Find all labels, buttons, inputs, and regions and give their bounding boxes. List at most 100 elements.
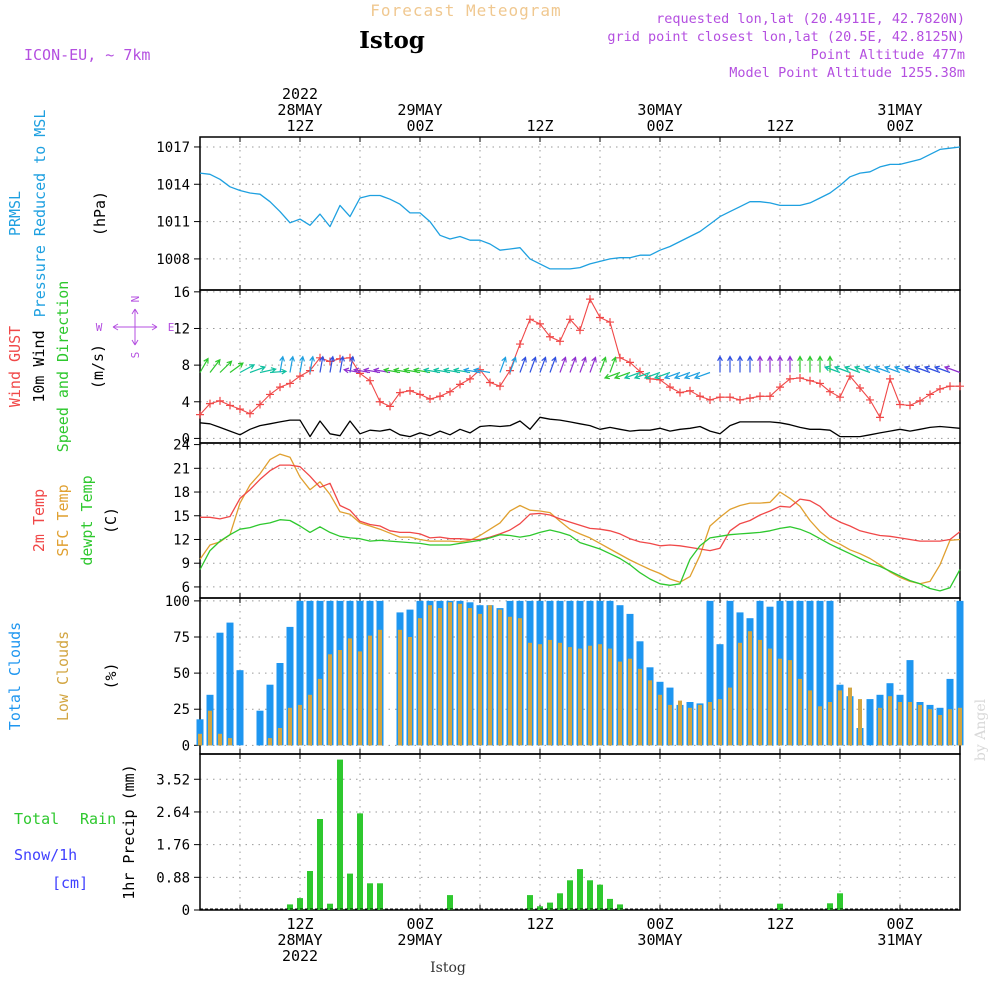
- rain-bar: [347, 873, 353, 910]
- bottom-time-label: 12Z: [526, 915, 553, 933]
- gust-marker: [726, 393, 734, 402]
- gust-marker: [196, 410, 204, 419]
- wind-direction-arrow: [923, 365, 941, 374]
- pressure-label-1: PRMSL: [6, 191, 24, 236]
- wind-direction-arrow: [623, 371, 641, 380]
- wind-direction-arrow: [873, 365, 891, 374]
- wind-direction-arrow: [279, 355, 285, 373]
- low-cloud-bar: [748, 631, 752, 746]
- model-point-altitude: Model Point Altitude 1255.38m: [729, 65, 965, 81]
- low-cloud-bar: [858, 699, 862, 746]
- gust-marker: [496, 382, 504, 391]
- wind-direction-arrow: [539, 356, 547, 373]
- low-cloud-bar: [958, 707, 962, 746]
- temperature-ytick-label: 6: [182, 580, 190, 596]
- low-cloud-bar: [218, 733, 222, 746]
- wind-direction-arrow: [797, 355, 803, 373]
- gust-marker: [676, 388, 684, 397]
- gust-marker: [896, 400, 904, 409]
- low-cloud-bar: [428, 605, 432, 746]
- low-cloud-bar: [948, 709, 952, 746]
- wind-direction-arrow: [499, 356, 507, 373]
- gust-marker: [606, 318, 614, 327]
- low-cloud-bar: [548, 639, 552, 746]
- temperature-ytick-label: 9: [182, 556, 190, 572]
- gust-marker: [746, 394, 754, 403]
- low-cloud-bar: [488, 605, 492, 746]
- low-cloud-bar: [288, 707, 292, 746]
- total-cloud-bar: [236, 670, 244, 746]
- wind-gust-label: Wind GUST: [6, 326, 24, 407]
- wind-ytick-label: 12: [173, 321, 190, 337]
- pressure-ytick-label: 1008: [156, 252, 190, 268]
- wind-direction-arrow: [817, 355, 823, 373]
- wind-direction-arrow: [299, 355, 305, 373]
- dewpt-temp-line: [199, 519, 961, 592]
- wind-direction-arrow: [549, 356, 557, 373]
- wind-direction-arrow: [663, 371, 681, 380]
- wind-direction-arrow: [643, 371, 661, 380]
- wind-direction-arrow: [329, 355, 335, 373]
- bottom-time-label: 00Z: [646, 915, 673, 933]
- wind10m-line: [199, 416, 961, 438]
- gust-marker: [636, 367, 644, 376]
- gust-marker: [266, 390, 274, 399]
- low-cloud-bar: [908, 702, 912, 746]
- wind-ytick-label: 16: [173, 285, 190, 301]
- wind-direction-arrow: [589, 356, 597, 373]
- temperature-ytick-label: 12: [173, 532, 190, 548]
- precip-unit-label: 1hr Precip (mm): [120, 764, 138, 899]
- precip-ytick-label: 2.64: [156, 805, 190, 821]
- wind-direction-arrow: [787, 355, 793, 373]
- wind-direction-arrow: [559, 356, 567, 373]
- wind-direction-arrow: [603, 371, 621, 380]
- compass-rose: [112, 308, 158, 346]
- model-name: ICON-EU, ~ 7km: [24, 46, 150, 64]
- clouds-ytick-label: 75: [173, 630, 190, 646]
- wind-direction-arrow: [693, 371, 711, 380]
- 2m-temp-line: [200, 464, 961, 552]
- compass-s: S: [129, 352, 142, 359]
- wind-direction-arrow: [757, 355, 763, 373]
- low-cloud-bar: [378, 629, 382, 746]
- wind-direction-arrow: [269, 368, 288, 375]
- wind-direction-arrow: [249, 365, 267, 374]
- footer-location: Istog: [430, 960, 466, 976]
- gust-marker: [406, 386, 414, 395]
- top-time-label: 12Z: [526, 117, 553, 135]
- gust-marker: [776, 383, 784, 392]
- gust-marker: [876, 413, 884, 422]
- rain-bar: [287, 904, 293, 910]
- low-cloud-bar: [468, 608, 472, 746]
- low-cloud-bar: [878, 707, 882, 746]
- wind10m-label: 10m Wind: [30, 330, 48, 402]
- wind-direction-arrow: [613, 371, 631, 380]
- clouds-ytick-label: 100: [165, 594, 190, 610]
- gust-marker: [396, 388, 404, 397]
- total-cloud-bar: [296, 600, 304, 746]
- wind-ytick-label: 8: [182, 358, 190, 374]
- top-time-label: 00Z: [646, 117, 673, 135]
- low-cloud-bar: [358, 651, 362, 746]
- wind-ytick-label: 0: [182, 431, 190, 447]
- low-cloud-bar: [448, 602, 452, 746]
- low-cloud-bar: [808, 690, 812, 746]
- compass-n: N: [129, 296, 142, 303]
- legend-rain: Rain: [80, 810, 116, 828]
- gust-marker: [956, 382, 964, 391]
- wind-direction-arrow: [529, 356, 537, 373]
- wind-direction-arrow: [843, 365, 861, 374]
- low-cloud-bar: [528, 642, 532, 746]
- gust-marker: [486, 378, 494, 387]
- low-cloud-bar: [818, 706, 822, 746]
- gust-marker: [786, 374, 794, 383]
- total-cloud-bar: [196, 719, 204, 746]
- low-cloud-bar: [938, 715, 942, 746]
- wind-direction-arrow: [943, 365, 961, 374]
- top-time-label: 29MAY: [397, 101, 442, 119]
- low-cloud-bar: [758, 639, 762, 746]
- low-cloud-bar: [688, 707, 692, 746]
- wind-direction-arrow: [579, 356, 587, 373]
- wind-direction-arrow: [933, 365, 951, 374]
